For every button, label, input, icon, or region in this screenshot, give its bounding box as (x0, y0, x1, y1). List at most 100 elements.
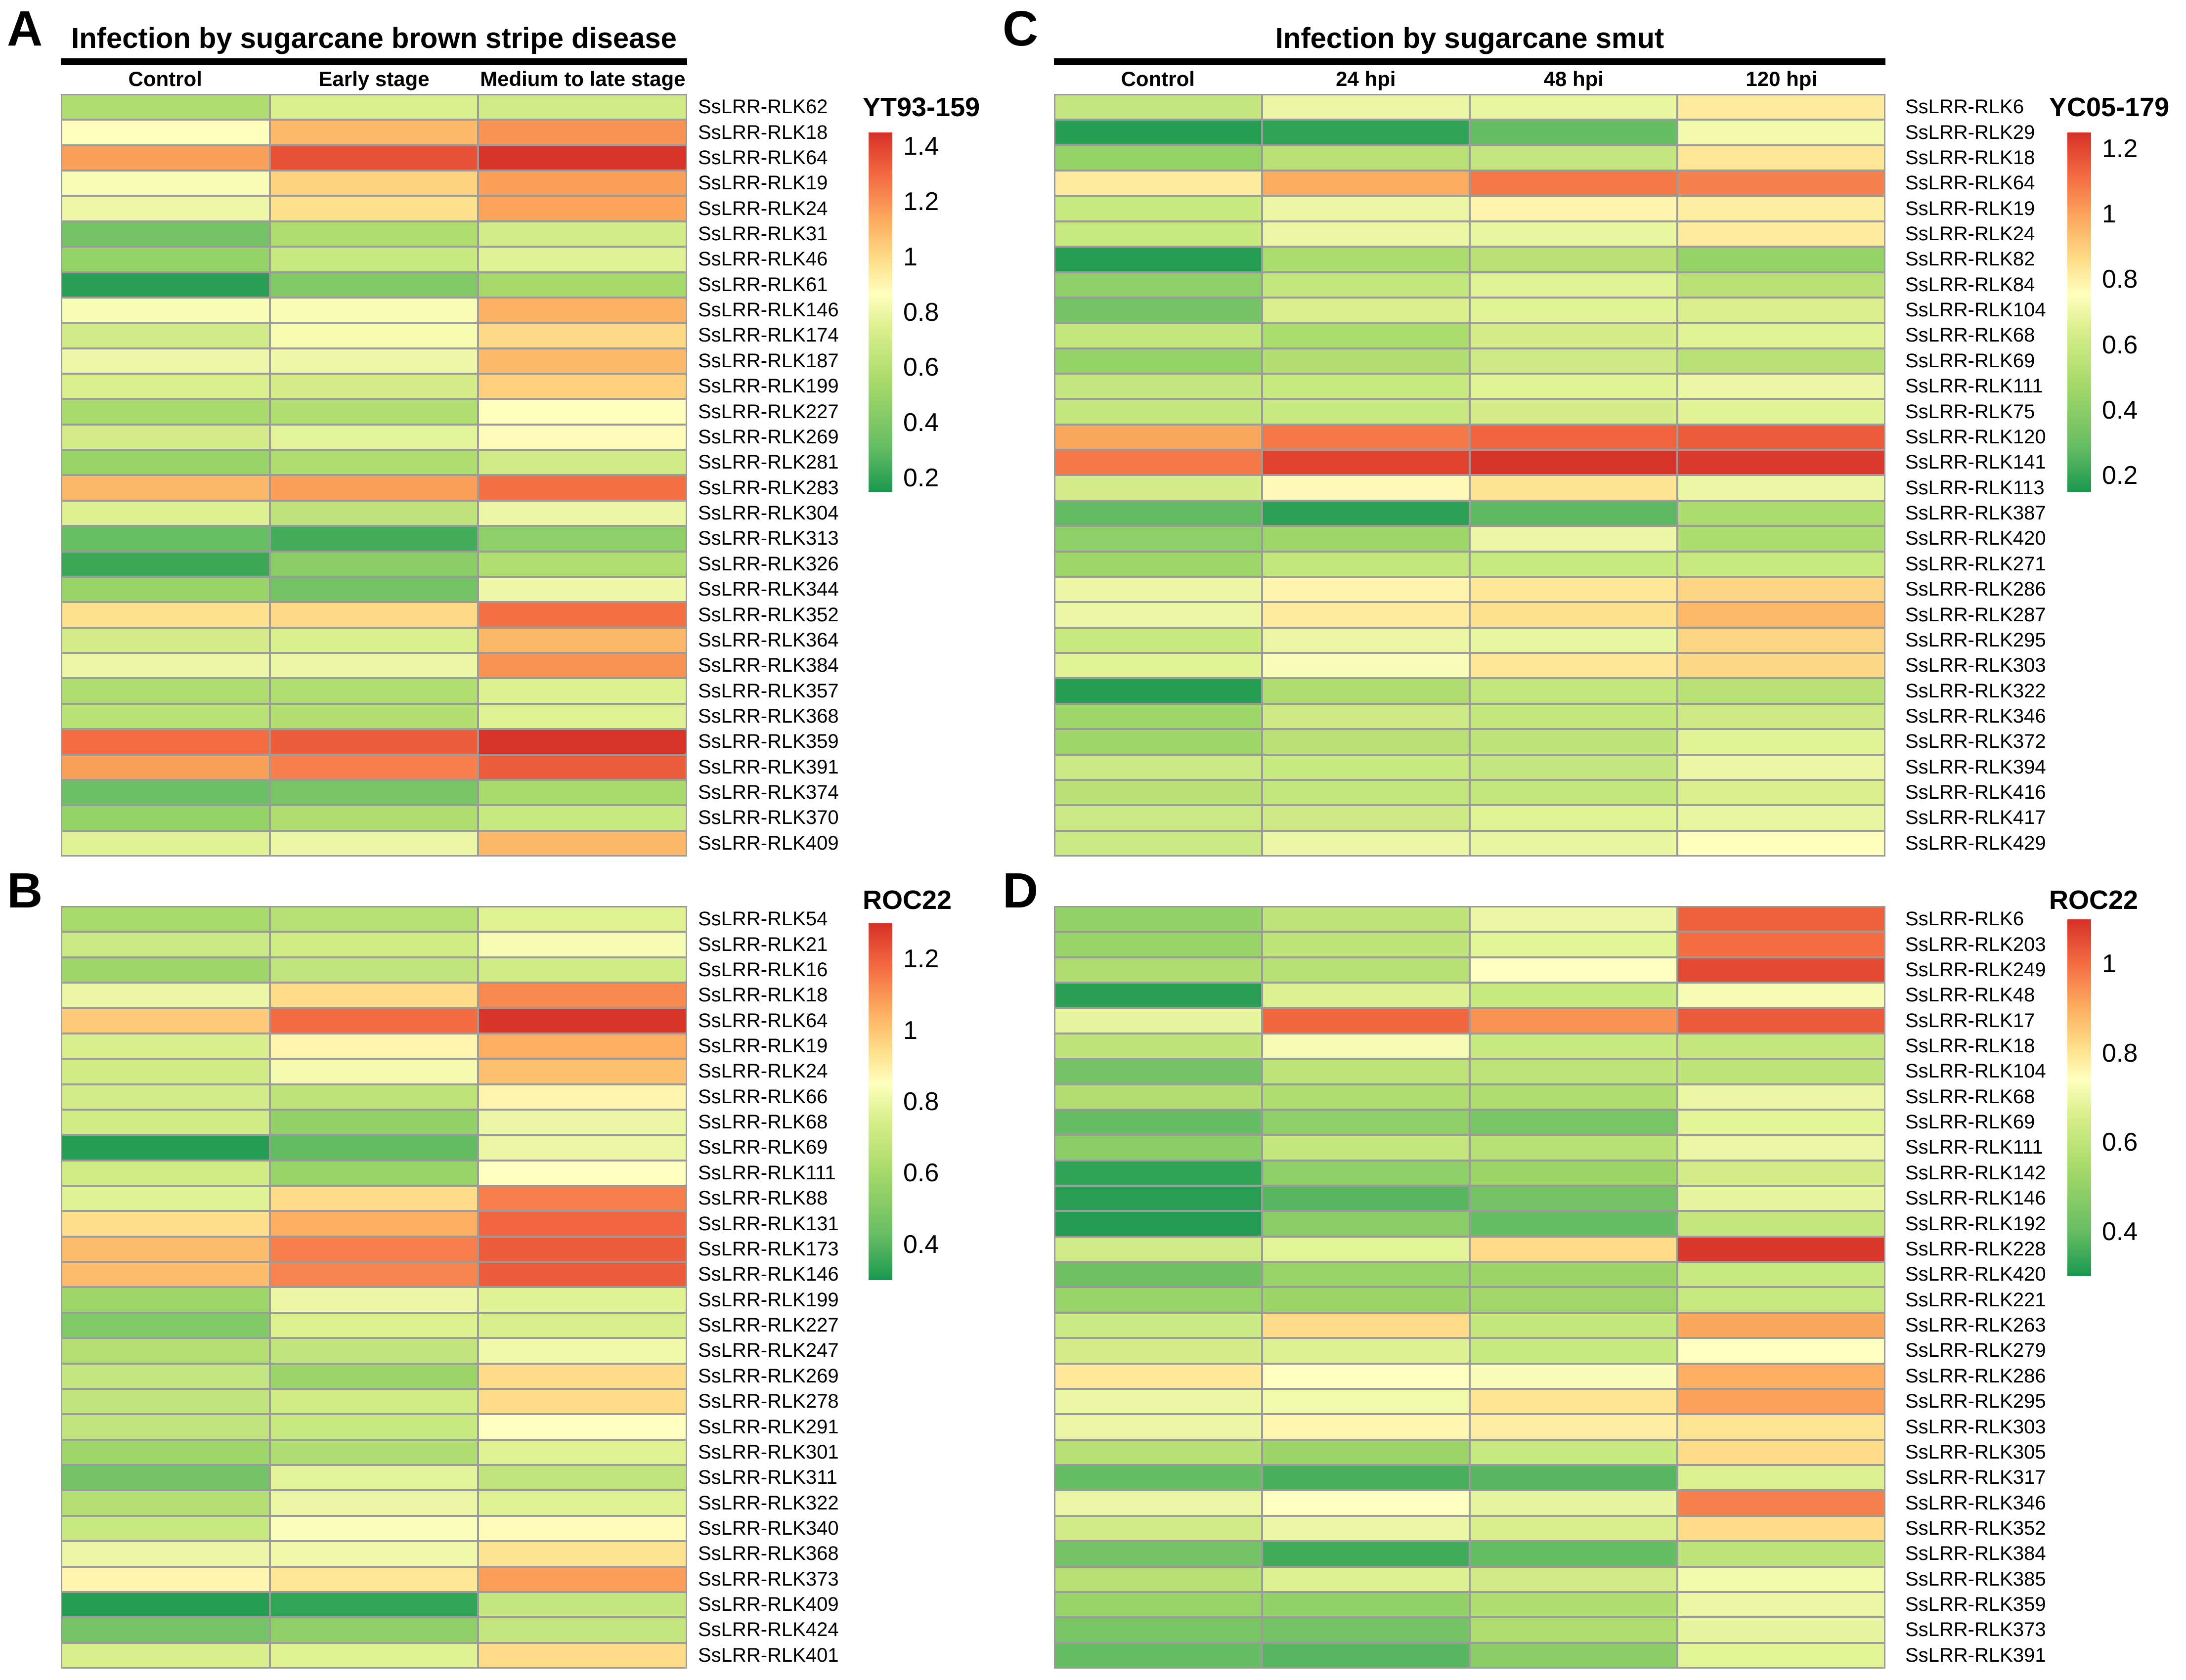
panel-d-cell-SsLRR-RLK111-120 hpi (1678, 1136, 1884, 1160)
panel-a-cell-SsLRR-RLK326-Medium to late stage (479, 552, 686, 576)
panel-a-cell-SsLRR-RLK227-Early stage (270, 400, 478, 424)
panel-d-cell-SsLRR-RLK68-120 hpi (1678, 1085, 1884, 1109)
panel-b-row-label-16: SsLRR-RLK227 (698, 1314, 839, 1336)
panel-b-cell-SsLRR-RLK269-Early stage (270, 1364, 478, 1388)
panel-d-cell-SsLRR-RLK104-Control (1055, 1060, 1261, 1083)
panel-c-cell-SsLRR-RLK18-48 hpi (1471, 146, 1676, 170)
panel-a-cell-SsLRR-RLK313-Medium to late stage (479, 527, 686, 551)
panel-c-title-underline (1054, 58, 1885, 65)
panel-b-heatmap (61, 906, 687, 1669)
panel-d-cell-SsLRR-RLK6-Control (1055, 907, 1261, 931)
panel-c-row-label-27: SsLRR-RLK416 (1905, 781, 2046, 804)
panel-b-cell-SsLRR-RLK18-Medium to late stage (479, 984, 686, 1007)
panel-a-cell-SsLRR-RLK374-Early stage (270, 780, 478, 805)
panel-c-row-label-14: SsLRR-RLK141 (1905, 451, 2046, 474)
panel-a-letter: A (7, 1, 43, 56)
panel-c-row-label-22: SsLRR-RLK303 (1905, 654, 2046, 677)
panel-c-cell-SsLRR-RLK18-24 hpi (1263, 146, 1469, 170)
panel-b-row-label-2: SsLRR-RLK16 (698, 958, 828, 981)
panel-a-cell-SsLRR-RLK359-Control (62, 730, 269, 754)
panel-d-cell-SsLRR-RLK249-120 hpi (1678, 958, 1884, 982)
panel-c-cell-SsLRR-RLK141-24 hpi (1263, 451, 1469, 474)
panel-c-cell-SsLRR-RLK120-120 hpi (1678, 425, 1884, 449)
panel-d-cell-SsLRR-RLK385-120 hpi (1678, 1567, 1884, 1591)
panel-a-cell-SsLRR-RLK146-Control (62, 298, 269, 322)
panel-d-cell-SsLRR-RLK391-48 hpi (1471, 1643, 1676, 1667)
panel-c-cell-SsLRR-RLK429-48 hpi (1471, 831, 1676, 855)
panel-d-cell-SsLRR-RLK385-Control (1055, 1567, 1261, 1591)
panel-c-letter: C (1003, 1, 1039, 56)
panel-c-cell-SsLRR-RLK141-48 hpi (1471, 451, 1676, 474)
panel-b-cell-SsLRR-RLK146-Early stage (270, 1263, 478, 1287)
panel-c-cell-SsLRR-RLK286-24 hpi (1263, 577, 1469, 602)
panel-d-cell-SsLRR-RLK221-48 hpi (1471, 1288, 1676, 1312)
panel-c-cell-SsLRR-RLK287-24 hpi (1263, 603, 1469, 627)
panel-a-title: Infection by sugarcane brown stripe dise… (71, 22, 677, 54)
panel-d-row-label-17: SsLRR-RLK279 (1905, 1339, 2046, 1362)
panel-d-cell-SsLRR-RLK142-120 hpi (1678, 1161, 1884, 1185)
panel-c-cell-SsLRR-RLK420-24 hpi (1263, 527, 1469, 551)
panel-c-row-label-6: SsLRR-RLK82 (1905, 248, 2035, 270)
panel-d-letter: D (1003, 863, 1039, 918)
panel-b-cell-SsLRR-RLK16-Medium to late stage (479, 958, 686, 982)
panel-d-cell-SsLRR-RLK249-Control (1055, 958, 1261, 982)
panel-c-row-label-1: SsLRR-RLK29 (1905, 121, 2035, 143)
panel-c-row-label-7: SsLRR-RLK84 (1905, 273, 2035, 296)
panel-d-cell-SsLRR-RLK303-24 hpi (1263, 1415, 1469, 1439)
panel-a-colorbar-tick-2: 1 (903, 242, 918, 271)
panel-a-cell-SsLRR-RLK304-Control (62, 501, 269, 525)
panel-a-cell-SsLRR-RLK46-Medium to late stage (479, 248, 686, 271)
panel-d-cell-SsLRR-RLK352-Control (1055, 1516, 1261, 1541)
panel-b-cell-SsLRR-RLK278-Early stage (270, 1389, 478, 1414)
panel-b-row-label-8: SsLRR-RLK68 (698, 1111, 828, 1133)
panel-c-cell-SsLRR-RLK19-48 hpi (1471, 197, 1676, 220)
panel-a-cell-SsLRR-RLK199-Medium to late stage (479, 375, 686, 398)
panel-d-row-label-5: SsLRR-RLK18 (1905, 1035, 2035, 1057)
panel-c-cell-SsLRR-RLK18-Control (1055, 146, 1261, 170)
panel-b-cell-SsLRR-RLK54-Medium to late stage (479, 907, 686, 931)
panel-b-row-label-5: SsLRR-RLK19 (698, 1035, 828, 1057)
panel-d-cell-SsLRR-RLK111-48 hpi (1471, 1136, 1676, 1160)
panel-d-cell-SsLRR-RLK48-Control (1055, 984, 1261, 1007)
panel-c-cell-SsLRR-RLK68-24 hpi (1263, 324, 1469, 347)
panel-b-row-labels: SsLRR-RLK54 SsLRR-RLK21 SsLRR-RLK16 SsLRR-R… (698, 906, 856, 1669)
panel-b-cell-SsLRR-RLK88-Medium to late stage (479, 1187, 686, 1210)
panel-d-cell-SsLRR-RLK286-48 hpi (1471, 1364, 1676, 1388)
panel-c-cell-SsLRR-RLK104-48 hpi (1471, 298, 1676, 322)
panel-b-row-label-1: SsLRR-RLK21 (698, 933, 828, 955)
panel-c-cell-SsLRR-RLK417-120 hpi (1678, 806, 1884, 830)
panel-a-row-label-22: SsLRR-RLK384 (698, 654, 839, 677)
panel-d-row-label-4: SsLRR-RLK17 (1905, 1009, 2035, 1032)
panel-b-cell-SsLRR-RLK54-Early stage (270, 907, 478, 931)
panel-a-cell-SsLRR-RLK31-Medium to late stage (479, 222, 686, 246)
panel-b-cell-SsLRR-RLK16-Early stage (270, 958, 478, 982)
panel-c-cell-SsLRR-RLK24-24 hpi (1263, 222, 1469, 246)
panel-a-cell-SsLRR-RLK359-Medium to late stage (479, 730, 686, 754)
panel-c-title: Infection by sugarcane smut (1275, 22, 1664, 54)
panel-b-row-label-23: SsLRR-RLK322 (698, 1492, 839, 1514)
panel-c-cell-SsLRR-RLK6-Control (1055, 95, 1261, 119)
panel-b-cell-SsLRR-RLK311-Control (62, 1466, 269, 1490)
panel-d-cell-SsLRR-RLK69-Control (1055, 1110, 1261, 1134)
panel-a-cell-SsLRR-RLK18-Control (62, 121, 269, 144)
panel-d-row-label-12: SsLRR-RLK192 (1905, 1212, 2046, 1235)
panel-a-row-labels: SsLRR-RLK62 SsLRR-RLK18 SsLRR-RLK64 SsLRR-R… (698, 94, 856, 857)
panel-b-cell-SsLRR-RLK131-Control (62, 1212, 269, 1236)
panel-a-cell-SsLRR-RLK313-Early stage (270, 527, 478, 551)
panel-b-cell-SsLRR-RLK311-Early stage (270, 1466, 478, 1490)
panel-b-cell-SsLRR-RLK16-Control (62, 958, 269, 982)
panel-b-cell-SsLRR-RLK247-Early stage (270, 1339, 478, 1363)
panel-a-cell-SsLRR-RLK283-Medium to late stage (479, 476, 686, 500)
panel-b-cell-SsLRR-RLK247-Medium to late stage (479, 1339, 686, 1363)
panel-d-cell-SsLRR-RLK346-48 hpi (1471, 1491, 1676, 1515)
panel-c-cell-SsLRR-RLK387-48 hpi (1471, 501, 1676, 525)
panel-a-colorbar-tick-0: 1.4 (903, 131, 939, 161)
panel-c-colorbar (2067, 132, 2091, 492)
panel-d-cell-SsLRR-RLK17-120 hpi (1678, 1009, 1884, 1033)
panel-d-cell-SsLRR-RLK305-48 hpi (1471, 1440, 1676, 1465)
panel-c-cell-SsLRR-RLK416-24 hpi (1263, 780, 1469, 805)
panel-c-cell-SsLRR-RLK24-48 hpi (1471, 222, 1676, 246)
panel-a-colorbar-tick-1: 1.2 (903, 187, 939, 216)
panel-c-cell-SsLRR-RLK394-Control (1055, 755, 1261, 779)
